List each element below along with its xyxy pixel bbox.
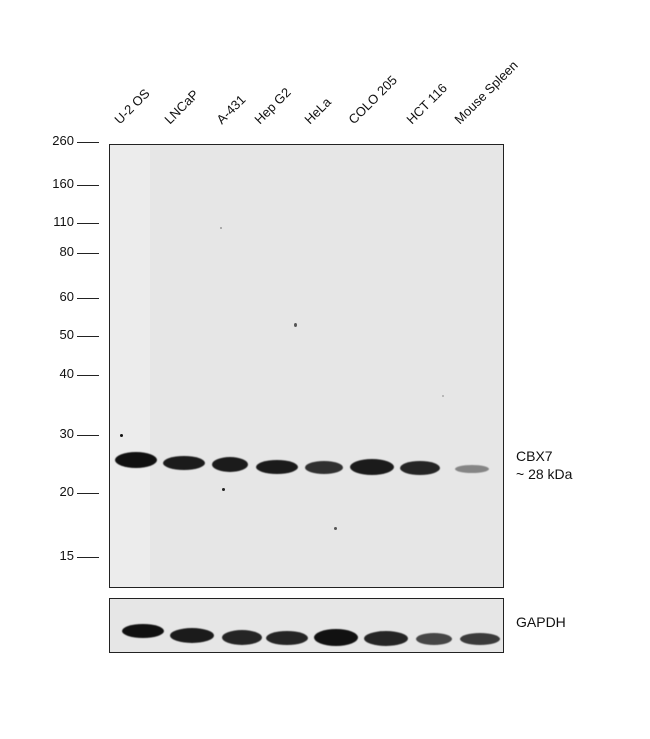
gapdh-band-mouse-spleen bbox=[460, 633, 500, 645]
lane-label-hepg2: Hep G2 bbox=[251, 84, 294, 127]
mw-tick-60 bbox=[77, 298, 99, 299]
mw-tick-30 bbox=[77, 435, 99, 436]
cbx7-band-u2os bbox=[115, 452, 157, 468]
blot-speck bbox=[294, 323, 297, 327]
blot-speck bbox=[222, 488, 225, 491]
mw-tick-160 bbox=[77, 185, 99, 186]
gapdh-band-hct116 bbox=[416, 633, 452, 645]
cbx7-band-mouse-spleen bbox=[455, 465, 489, 473]
blot-speck bbox=[120, 434, 123, 437]
lane-label-hct116: HCT 116 bbox=[403, 80, 450, 127]
mw-tick-15 bbox=[77, 557, 99, 558]
cbx7-band-hepg2 bbox=[256, 460, 298, 474]
mw-label-20: 20 bbox=[59, 484, 74, 499]
target-label: CBX7 ~ 28 kDa bbox=[516, 447, 572, 483]
main-blot-panel bbox=[109, 144, 504, 588]
blot-speck bbox=[334, 527, 337, 530]
lane-label-colo205: COLO 205 bbox=[345, 72, 400, 127]
mw-label-110: 110 bbox=[53, 214, 74, 229]
mw-tick-260 bbox=[77, 142, 99, 143]
mw-tick-80 bbox=[77, 253, 99, 254]
gapdh-band-u2os bbox=[122, 624, 164, 638]
mw-label-260: 260 bbox=[52, 133, 74, 148]
cbx7-band-hela bbox=[305, 461, 343, 474]
lane-label-a431: A-431 bbox=[213, 91, 249, 127]
mw-label-80: 80 bbox=[59, 244, 74, 259]
cbx7-band-colo205 bbox=[350, 459, 394, 475]
gapdh-band-lncap bbox=[170, 628, 214, 643]
lane-label-lncap: LNCaP bbox=[161, 86, 202, 127]
lane-label-mouse-spleen: Mouse Spleen bbox=[451, 57, 521, 128]
mw-label-15: 15 bbox=[59, 548, 74, 563]
mw-label-50: 50 bbox=[59, 327, 74, 342]
mw-tick-110 bbox=[77, 223, 99, 224]
blot-speck bbox=[220, 227, 222, 229]
mw-label-40: 40 bbox=[59, 366, 74, 381]
blot-speck bbox=[442, 395, 444, 397]
gapdh-band-a431 bbox=[222, 630, 262, 645]
mw-tick-50 bbox=[77, 336, 99, 337]
mw-tick-20 bbox=[77, 493, 99, 494]
gapdh-band-colo205 bbox=[364, 631, 408, 646]
mw-label-30: 30 bbox=[59, 426, 74, 441]
blot-left-shade bbox=[110, 145, 150, 587]
cbx7-band-hct116 bbox=[400, 461, 440, 475]
mw-label-160: 160 bbox=[52, 176, 74, 191]
target-label-mw: ~ 28 kDa bbox=[516, 466, 573, 482]
cbx7-band-lncap bbox=[163, 456, 205, 470]
lane-label-hela: HeLa bbox=[301, 94, 334, 127]
mw-label-60: 60 bbox=[59, 289, 74, 304]
target-label-name: CBX7 bbox=[516, 448, 553, 464]
gapdh-band-hela bbox=[314, 629, 358, 646]
gapdh-blot-panel bbox=[109, 598, 504, 653]
lane-label-u2os: U-2 OS bbox=[111, 85, 153, 127]
gapdh-band-hepg2 bbox=[266, 631, 308, 645]
mw-tick-40 bbox=[77, 375, 99, 376]
cbx7-band-a431 bbox=[212, 457, 248, 472]
loading-control-label: GAPDH bbox=[516, 614, 566, 630]
